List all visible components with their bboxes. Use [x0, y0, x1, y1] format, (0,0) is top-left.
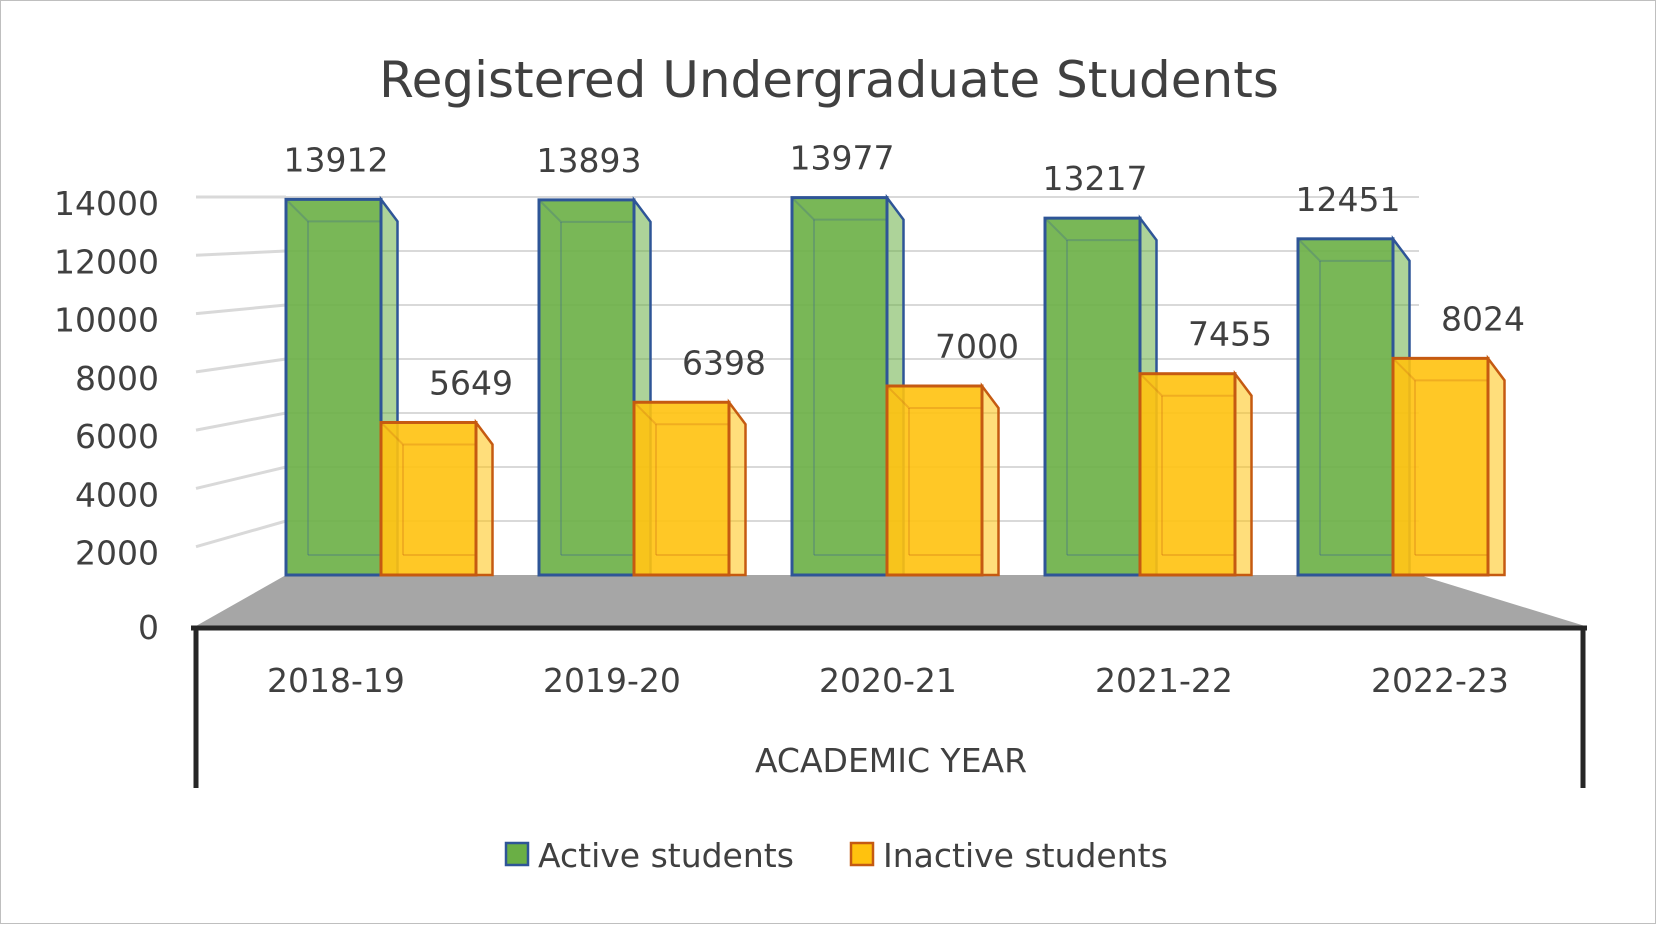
data-label-active: 12451: [1296, 180, 1401, 219]
y-tick-label: 2000: [75, 534, 159, 573]
x-tick-label: 2022-23: [1371, 661, 1509, 700]
data-label-inactive: 7000: [935, 327, 1019, 366]
bar-active-inner-edge: [791, 196, 887, 221]
legend-inactive: Inactive students: [849, 836, 1168, 875]
bar-active: [1043, 214, 1158, 577]
x-axis-title: ACADEMIC YEAR: [755, 741, 1027, 780]
bar-active-face: [284, 197, 383, 577]
bar-active-inner-edge: [1297, 238, 1393, 262]
bar-active-inner-edge: [538, 199, 634, 223]
data-label-inactive: 8024: [1441, 299, 1525, 338]
x-tick-label: 2020-21: [819, 661, 957, 700]
floor-plane: [196, 575, 1585, 626]
bar-active-face: [790, 196, 889, 577]
bars: [284, 193, 1506, 577]
bar-inactive-inner-edge: [380, 421, 476, 446]
data-label-active: 13977: [790, 139, 895, 178]
data-label-active: 13893: [537, 141, 642, 180]
bar-inactive: [1138, 369, 1253, 577]
bar-inactive: [885, 382, 1000, 577]
gridline-diagonal: [195, 519, 287, 549]
gridline-diagonal: [195, 411, 287, 432]
bar-inactive-face: [885, 384, 984, 577]
bar-inactive-inner-edge: [1392, 357, 1488, 382]
bar-inactive-side: [474, 418, 494, 577]
gridline-diagonal: [195, 465, 287, 490]
legend-active-label: Active students: [538, 836, 794, 875]
y-tick-label: 10000: [54, 301, 159, 340]
bar-inactive-inner-edge: [886, 385, 982, 409]
bar-inactive-face: [632, 400, 731, 577]
bar-active: [284, 195, 399, 577]
y-tick-label: 8000: [75, 359, 159, 398]
y-tick-label: 0: [138, 608, 159, 647]
chart-title: Registered Undergraduate Students: [379, 51, 1279, 109]
bar-active: [537, 196, 652, 577]
bar-inactive-face: [1391, 356, 1490, 577]
bar-active-face: [1043, 216, 1142, 577]
bar-active-face: [537, 198, 636, 577]
axes: 0 2000 4000 6000 8000 10000 12000 14000 2018-19 2…: [54, 184, 1587, 788]
data-label-inactive: 5649: [429, 363, 513, 402]
bar-active-face: [1296, 237, 1395, 577]
x-tick-label: 2019-20: [543, 661, 681, 700]
legend: Active students Inactive students: [504, 836, 1168, 875]
gridline-diagonal: [195, 303, 287, 316]
gridline-diagonal: [195, 357, 287, 374]
bar-inactive-face: [1138, 372, 1237, 577]
legend-inactive-swatch: [849, 841, 875, 867]
legend-active: Active students: [504, 836, 794, 875]
y-tick-label: 14000: [54, 184, 159, 223]
bar-inactive-inner-edge: [633, 401, 729, 426]
bar-inactive-side: [1486, 354, 1506, 577]
bar-inactive-side: [1233, 369, 1253, 577]
data-label-active: 13217: [1043, 159, 1148, 198]
x-tick-label: 2021-22: [1095, 661, 1233, 700]
data-label-inactive: 7455: [1188, 315, 1272, 354]
bar-active-inner-edge: [285, 198, 381, 223]
bar-active-inner-edge: [1044, 217, 1140, 242]
bar-inactive: [1391, 354, 1506, 577]
chart-floor: [196, 575, 1585, 626]
data-label-inactive: 6398: [682, 343, 766, 382]
y-tick-label: 6000: [75, 417, 159, 456]
gridline-diagonal: [195, 249, 287, 257]
y-tick-label: 12000: [54, 242, 159, 281]
bar-inactive-face: [379, 420, 478, 577]
bar-inactive-side: [727, 398, 747, 577]
bar-inactive: [632, 398, 747, 577]
bar-inactive-inner-edge: [1139, 373, 1235, 397]
data-labels: 13912 5649 13893 6398 13977 7000 13217 7455 1245…: [284, 139, 1525, 403]
y-tick-label: 4000: [75, 475, 159, 514]
bar-inactive: [379, 418, 494, 577]
data-label-active: 13912: [284, 140, 389, 179]
x-tick-label: 2018-19: [267, 661, 405, 700]
legend-active-swatch: [504, 841, 530, 867]
legend-inactive-label: Inactive students: [883, 836, 1168, 875]
bar-inactive-side: [980, 382, 1000, 577]
